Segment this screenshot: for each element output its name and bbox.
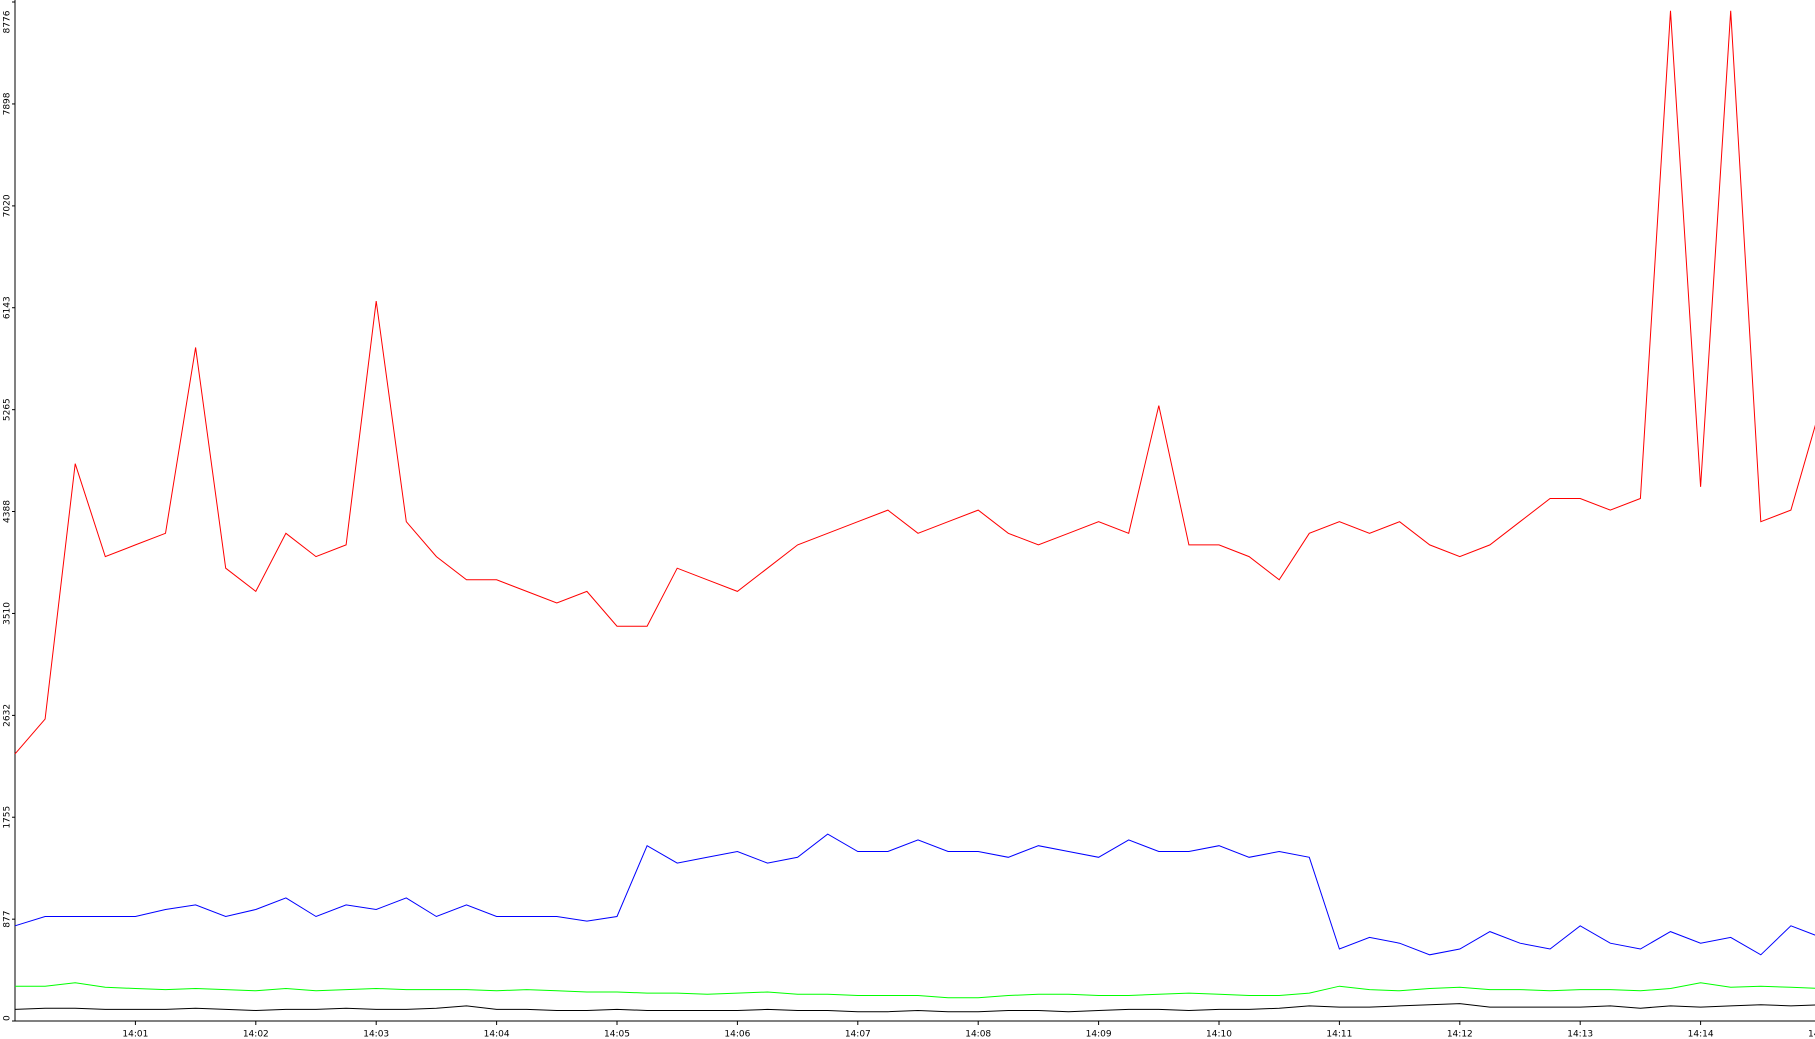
- y-tick-label: 1755: [3, 806, 13, 829]
- y-tick-label: 7898: [3, 92, 13, 115]
- x-tick-label: 14:01: [122, 1030, 148, 1039]
- y-tick-label: 0: [3, 1015, 13, 1021]
- y-tick-label: 8776: [3, 10, 13, 33]
- x-tick-label: 14:11: [1326, 1030, 1352, 1039]
- y-tick-label: 6143: [3, 296, 13, 319]
- series-line: [14, 1003, 1815, 1013]
- y-tick-label: 3510: [3, 602, 13, 625]
- y-tick-label: 5265: [3, 398, 13, 421]
- series-line: [14, 10, 1815, 755]
- x-tick-label: 14:12: [1447, 1030, 1473, 1039]
- x-tick-label: 14:14: [1688, 1030, 1714, 1039]
- x-tick-label: 14:06: [724, 1030, 750, 1039]
- x-tick-label: 14:08: [965, 1030, 991, 1039]
- series-line: [14, 833, 1815, 956]
- x-tick-label: 14:05: [604, 1030, 630, 1039]
- y-tick-label: 7020: [3, 194, 13, 217]
- series-line: [15, 982, 1815, 999]
- x-tick-label: 14:03: [363, 1030, 389, 1039]
- x-tick-label: 14:02: [243, 1030, 269, 1039]
- x-tick-label: 14:15: [1808, 1030, 1815, 1039]
- x-tick-label: 14:04: [484, 1030, 510, 1039]
- y-tick-label: 877: [3, 911, 13, 928]
- x-tick-label: 14:10: [1206, 1030, 1232, 1039]
- x-tick-label: 14:09: [1086, 1030, 1112, 1039]
- y-tick-label: 2632: [3, 704, 13, 727]
- y-tick-label: 4388: [3, 500, 13, 523]
- x-tick-label: 14:07: [845, 1030, 871, 1039]
- x-tick-label: 14:13: [1567, 1030, 1593, 1039]
